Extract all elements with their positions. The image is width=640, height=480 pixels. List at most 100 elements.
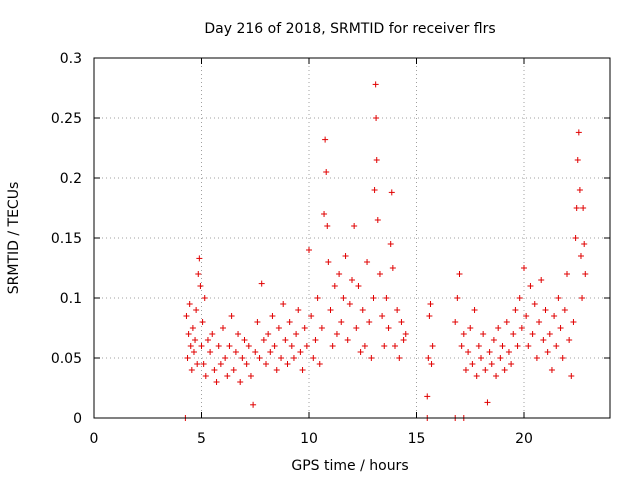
data-point — [213, 379, 220, 385]
data-point — [371, 187, 378, 193]
data-point — [368, 355, 375, 361]
data-point — [293, 331, 300, 337]
data-point — [217, 361, 224, 367]
data-point — [185, 331, 192, 337]
data-point — [254, 319, 261, 325]
data-point — [241, 337, 248, 343]
data-point — [256, 355, 263, 361]
data-point — [265, 331, 272, 337]
data-point — [269, 313, 276, 319]
data-point — [373, 157, 380, 163]
data-point — [353, 325, 360, 331]
data-point — [338, 319, 345, 325]
data-point — [267, 349, 274, 355]
y-tick-label: 0 — [73, 411, 82, 427]
data-point — [402, 331, 409, 337]
data-point — [572, 235, 579, 241]
data-point — [323, 169, 330, 175]
data-point — [499, 343, 506, 349]
data-point — [452, 319, 459, 325]
data-point — [199, 319, 206, 325]
data-point — [200, 361, 207, 367]
data-point — [344, 337, 351, 343]
data-point — [263, 361, 269, 367]
data-point — [340, 295, 347, 301]
data-point — [580, 205, 587, 211]
points-layer — [182, 81, 589, 421]
data-point — [566, 337, 573, 343]
data-point — [385, 325, 392, 331]
data-point — [243, 361, 250, 367]
x-tick-label: 15 — [408, 431, 426, 447]
data-point — [505, 349, 512, 355]
chart-title: Day 216 of 2018, SRMTID for receiver flr… — [204, 21, 495, 37]
data-point — [192, 337, 199, 343]
data-point — [316, 361, 323, 367]
data-point — [222, 355, 229, 361]
data-point — [258, 280, 265, 287]
data-point — [351, 223, 358, 229]
data-point — [349, 277, 355, 283]
data-point — [383, 295, 390, 301]
data-point — [514, 343, 521, 349]
data-point — [188, 367, 195, 373]
data-point — [282, 337, 289, 343]
data-point — [230, 367, 237, 373]
data-point — [306, 247, 312, 253]
data-point — [551, 313, 558, 319]
data-point — [186, 301, 193, 307]
y-tick-labels: 0 0.05 0.1 0.15 0.2 0.25 0.3 — [51, 51, 82, 427]
data-point — [232, 349, 239, 355]
data-point — [454, 295, 461, 301]
data-point — [321, 211, 328, 217]
data-point — [194, 361, 201, 367]
data-point — [546, 331, 553, 337]
data-point — [536, 319, 543, 325]
data-point — [490, 337, 497, 343]
data-point — [357, 349, 364, 355]
data-point — [475, 343, 482, 349]
data-point — [533, 355, 540, 361]
data-point — [570, 319, 577, 325]
x-tick-label: 5 — [197, 431, 206, 447]
data-point — [392, 343, 398, 349]
data-point — [388, 189, 395, 196]
data-point — [370, 295, 377, 301]
data-point — [204, 337, 211, 343]
data-point — [333, 331, 340, 337]
data-point — [579, 295, 586, 301]
data-point — [310, 355, 317, 361]
data-point — [577, 253, 584, 259]
data-point — [280, 301, 287, 307]
data-point — [288, 343, 295, 349]
data-point — [278, 355, 285, 361]
data-point — [458, 343, 465, 349]
data-point — [544, 349, 551, 355]
data-point — [576, 187, 583, 193]
data-point — [538, 277, 545, 283]
data-point — [228, 313, 235, 319]
data-point — [184, 355, 191, 361]
data-point — [297, 349, 304, 355]
data-point — [197, 283, 204, 289]
data-point — [327, 307, 334, 313]
data-point — [359, 307, 366, 313]
x-tick-label: 0 — [90, 431, 99, 447]
data-point — [245, 343, 252, 349]
data-point — [260, 337, 267, 343]
data-point — [202, 373, 209, 379]
data-point — [495, 325, 502, 331]
data-point — [346, 301, 353, 307]
x-axis-title: GPS time / hours — [291, 458, 408, 474]
data-point — [314, 295, 321, 301]
data-point — [478, 355, 484, 361]
y-tick-label: 0.1 — [60, 291, 82, 307]
data-point — [396, 355, 403, 361]
data-point — [224, 373, 231, 379]
grid — [94, 58, 610, 418]
data-point — [480, 331, 487, 337]
data-point — [252, 349, 259, 355]
plot-frame — [93, 57, 611, 419]
data-point — [501, 367, 508, 373]
data-point — [516, 295, 523, 301]
